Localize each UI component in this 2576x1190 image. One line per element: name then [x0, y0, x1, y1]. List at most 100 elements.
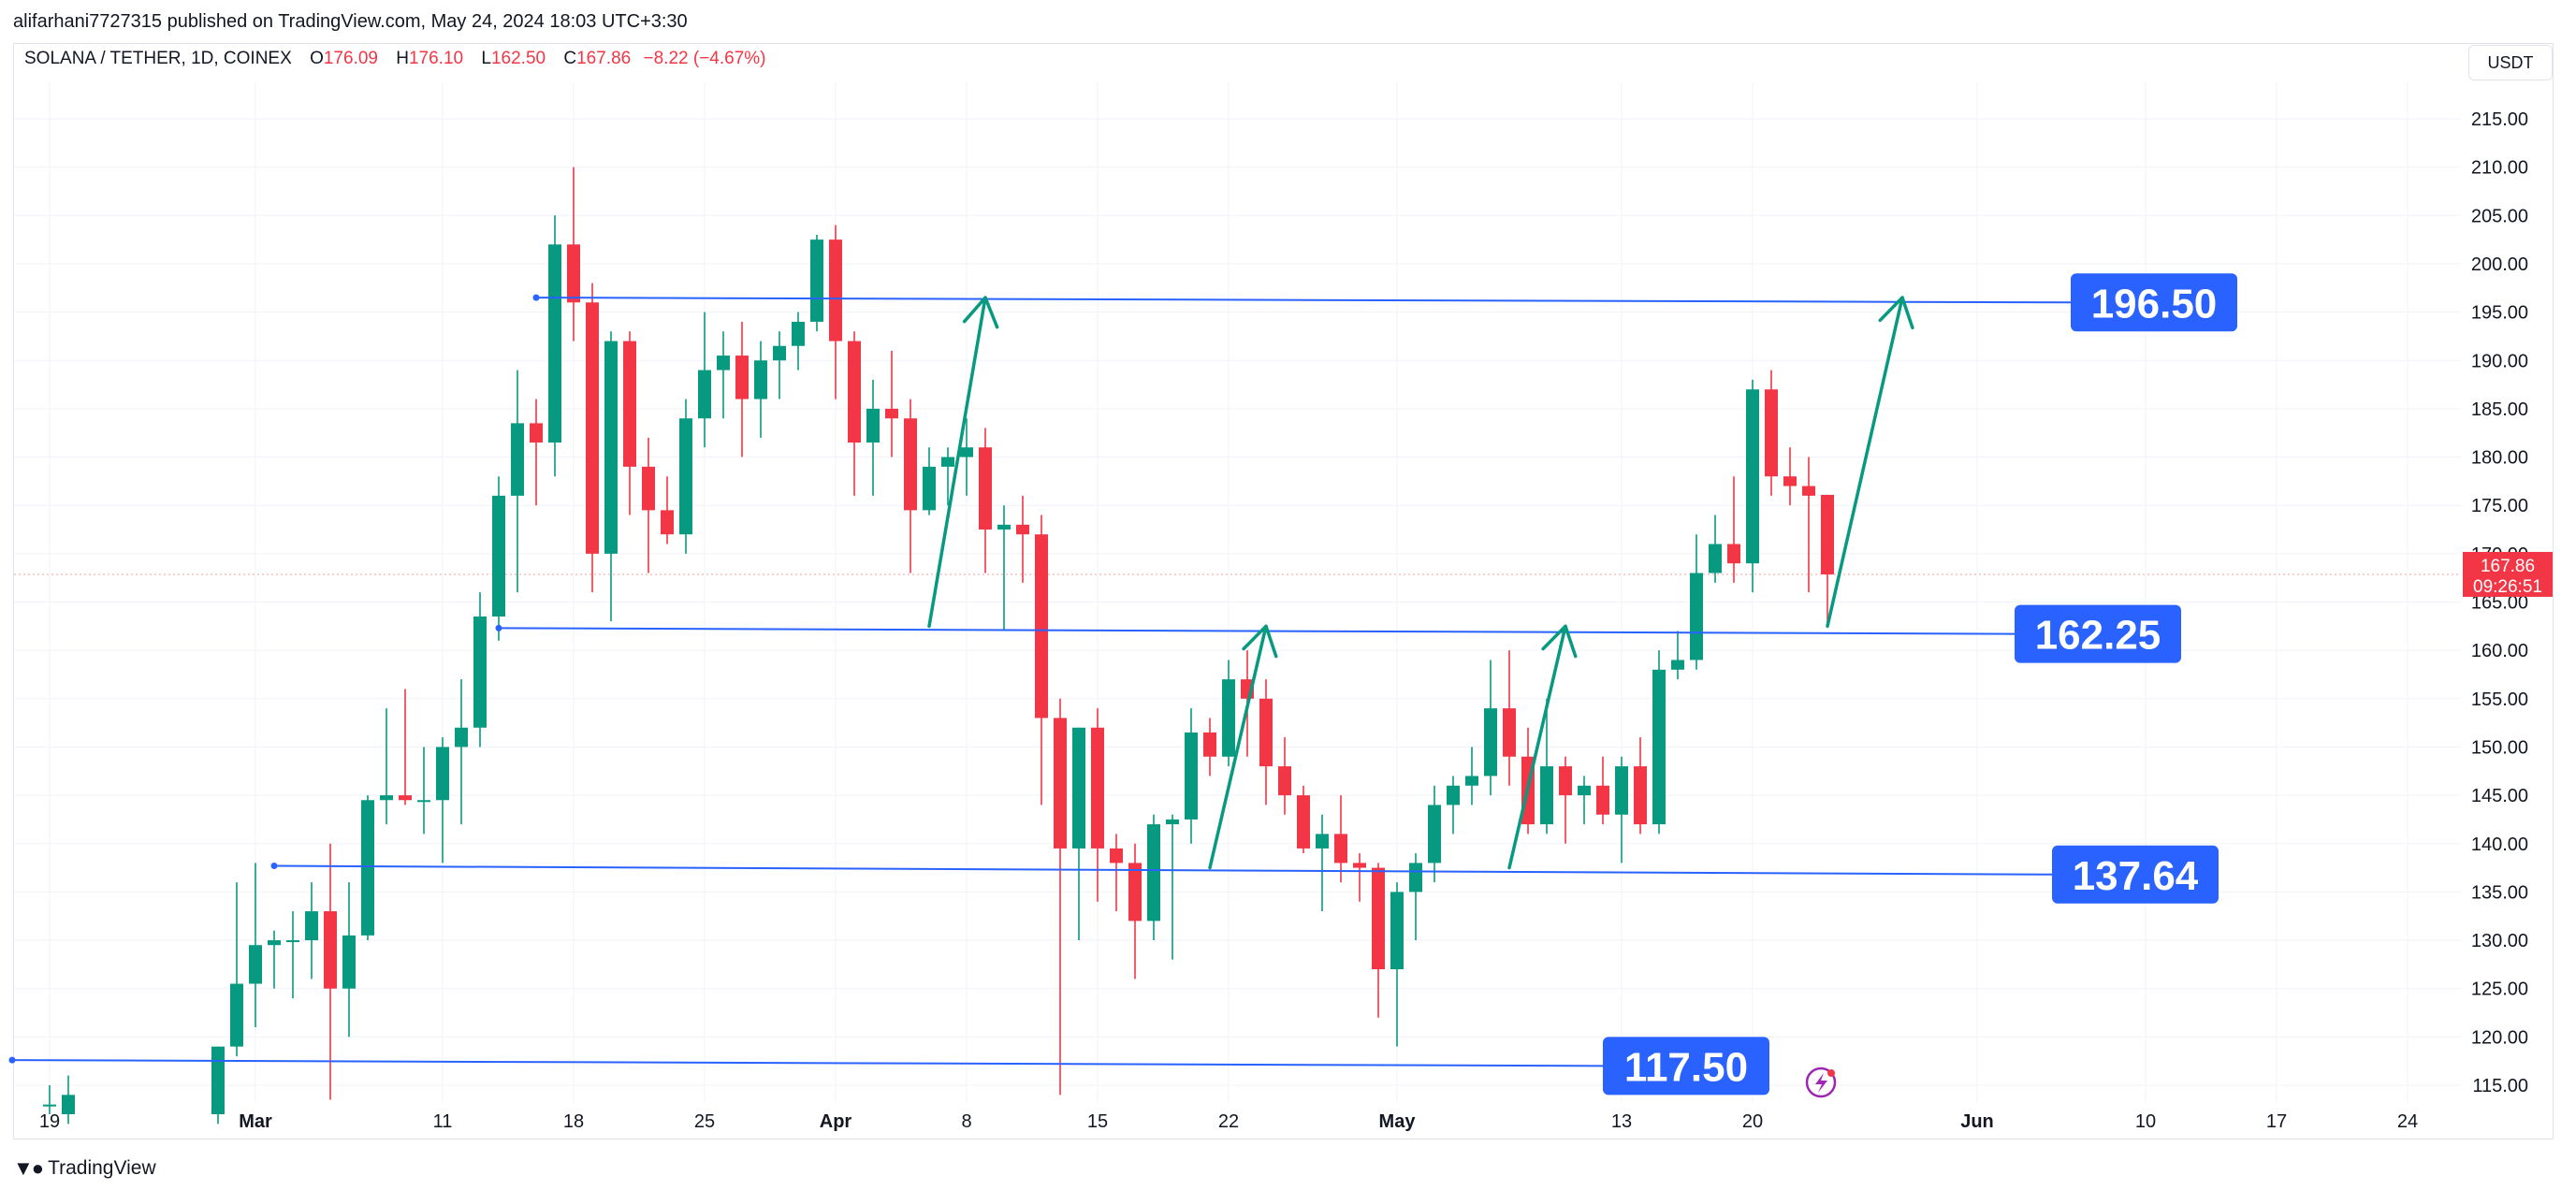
lightning-icon-dot	[1827, 1069, 1835, 1077]
candle-body	[1428, 805, 1441, 863]
candle-body	[211, 1046, 225, 1114]
projection-arrow[interactable]	[1507, 624, 1567, 870]
symbol-name[interactable]: SOLANA / TETHER, 1D, COINEX	[24, 49, 292, 68]
x-tick-label: 17	[2266, 1111, 2287, 1132]
y-tick-label: 120.00	[2471, 1027, 2528, 1048]
level-badge	[2015, 604, 2181, 663]
candle-body	[848, 341, 861, 443]
open-label: O	[310, 49, 324, 68]
level-badge-label: 196.50	[2091, 281, 2218, 327]
candle-body	[1353, 863, 1366, 868]
candle-body	[604, 341, 618, 554]
candle-body	[1690, 573, 1703, 660]
candle-body	[1035, 534, 1048, 718]
candle-body	[548, 244, 561, 443]
candle-body	[530, 423, 543, 443]
x-tick-label: 18	[563, 1111, 584, 1132]
candle-body	[1409, 863, 1422, 892]
candle-body	[941, 457, 954, 467]
symbol-legend: SOLANA / TETHER, 1D, COINEX O176.09 H176…	[24, 49, 766, 69]
candle-body	[1746, 389, 1759, 564]
y-tick-label: 180.00	[2471, 448, 2528, 469]
candle-body	[1110, 848, 1123, 863]
candle-body	[1765, 389, 1778, 477]
candle-body	[679, 418, 692, 535]
candle-body	[43, 1104, 56, 1107]
candle-body	[586, 302, 599, 554]
y-tick-label: 200.00	[2471, 254, 2528, 275]
candle-body	[436, 747, 449, 801]
candle-body	[1259, 698, 1273, 767]
candle-body	[810, 239, 823, 322]
candle-body	[773, 345, 786, 361]
y-tick-label: 150.00	[2471, 737, 2528, 758]
projection-arrowhead	[1242, 624, 1278, 659]
candle-body	[1128, 863, 1142, 922]
candle-body	[923, 466, 936, 511]
candle-body	[1802, 486, 1815, 496]
level-line-anchor[interactable]	[8, 1056, 16, 1064]
candle-body	[698, 370, 711, 419]
tradingview-logo-icon: ▼●	[13, 1156, 44, 1180]
current-price-tag	[2463, 551, 2553, 597]
level-line[interactable]	[535, 297, 2072, 304]
level-line[interactable]	[498, 627, 2016, 635]
candle-body	[342, 935, 356, 989]
level-line-anchor[interactable]	[532, 294, 540, 301]
candle-body	[1615, 766, 1628, 815]
high-value: 176.10	[408, 49, 464, 68]
level-line-anchor[interactable]	[270, 863, 278, 870]
candle-body	[1634, 766, 1647, 825]
level-line-anchor[interactable]	[495, 624, 502, 631]
candle-body	[1727, 544, 1740, 564]
candle-body	[1390, 892, 1404, 970]
candle-body	[62, 1095, 75, 1114]
candle-body	[1316, 834, 1329, 849]
candle-body	[286, 940, 299, 943]
x-tick-label: Apr	[820, 1111, 852, 1132]
candle-body	[1559, 766, 1572, 796]
candle-body	[1278, 766, 1291, 796]
y-tick-label: 135.00	[2471, 882, 2528, 903]
candle-body	[1166, 819, 1179, 825]
x-tick-label: 8	[961, 1111, 971, 1132]
currency-button[interactable]: USDT	[2468, 45, 2553, 80]
projection-arrow[interactable]	[927, 296, 987, 629]
candle-body	[1596, 785, 1609, 815]
projection-arrow[interactable]	[1826, 296, 1904, 629]
projection-arrowhead	[1541, 624, 1578, 659]
current-price-value: 167.86	[2481, 557, 2535, 576]
level-badge-label: 137.64	[2073, 853, 2199, 899]
level-line[interactable]	[11, 1059, 1604, 1067]
x-tick-label: 10	[2135, 1111, 2156, 1132]
y-tick-label: 205.00	[2471, 206, 2528, 226]
y-tick-label: 145.00	[2471, 786, 2528, 806]
y-tick-label: 165.00	[2471, 593, 2528, 614]
brand-name: TradingView	[48, 1157, 156, 1179]
candle-body	[735, 356, 749, 399]
candle-body	[1016, 524, 1029, 535]
low-value: 162.50	[490, 49, 546, 68]
candle-body	[1652, 669, 1666, 825]
lightning-icon[interactable]	[1805, 1067, 1837, 1098]
level-line[interactable]	[273, 864, 2053, 876]
candle-body	[1091, 727, 1104, 849]
candle-body	[455, 727, 468, 747]
x-tick-label: May	[1379, 1111, 1417, 1132]
level-badge-label: 162.25	[2035, 613, 2161, 659]
level-badge	[1603, 1037, 1769, 1096]
candle-body	[1447, 785, 1460, 805]
candle-body	[661, 510, 674, 535]
lightning-icon-bolt	[1815, 1073, 1827, 1093]
x-tick-label: 19	[39, 1111, 60, 1132]
candle-body	[417, 800, 430, 803]
candle-body	[1185, 732, 1198, 820]
candle-body	[866, 408, 880, 443]
x-tick-label: Mar	[239, 1111, 272, 1132]
change-value: −8.22 (−4.67%)	[643, 49, 766, 68]
projection-arrow[interactable]	[1208, 624, 1268, 870]
y-tick-label: 130.00	[2471, 931, 2528, 951]
candle-body	[249, 945, 262, 984]
high-label: H	[396, 49, 409, 68]
